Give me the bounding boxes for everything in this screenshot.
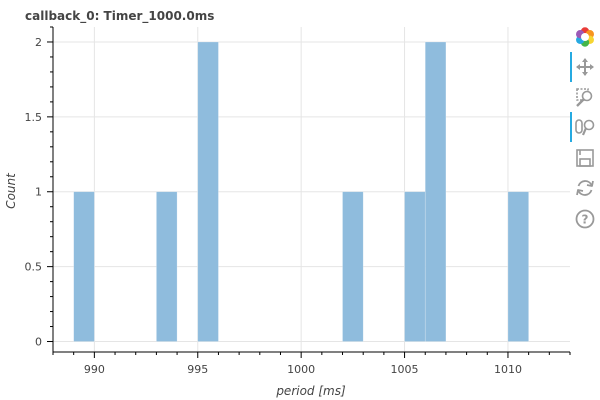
x-tick-label: 1000 [287, 363, 315, 376]
help-icon[interactable]: ? [575, 209, 595, 229]
bars-layer [73, 41, 529, 342]
y-tick-label: 2 [35, 36, 42, 49]
wheel-zoom-active-indicator [570, 112, 572, 142]
wheel-zoom-icon[interactable] [575, 119, 595, 136]
histogram-bar [197, 41, 219, 342]
y-ticks-layer: 0 0.5 1 1.5 2 [25, 26, 53, 349]
histogram-bar [342, 191, 364, 342]
x-tick-label: 990 [84, 363, 105, 376]
x-axis-label: period [ms] [275, 384, 346, 398]
histogram-bar [424, 41, 447, 342]
save-icon[interactable] [576, 149, 594, 167]
y-tick-label: 0.5 [25, 261, 43, 274]
histogram-bar [73, 191, 95, 342]
svg-text:?: ? [582, 213, 589, 227]
x-tick-label: 1010 [494, 363, 522, 376]
y-tick-label: 1.5 [25, 111, 43, 124]
reset-icon[interactable] [576, 180, 594, 196]
toolbar: ? [570, 27, 595, 229]
pan-icon[interactable] [576, 58, 594, 76]
box-zoom-icon[interactable] [576, 88, 593, 107]
x-tick-label: 1005 [391, 363, 419, 376]
y-tick-label: 0 [35, 336, 42, 349]
histogram-bar [507, 191, 529, 342]
grid-layer [53, 27, 570, 352]
x-tick-label: 995 [187, 363, 208, 376]
pan-tool-active-indicator [570, 52, 572, 82]
chart-title: callback_0: Timer_1000.0ms [25, 9, 214, 24]
y-tick-label: 1 [35, 186, 42, 199]
bokeh-logo-icon[interactable] [576, 27, 594, 47]
axes-layer [52, 27, 570, 353]
histogram-bar [404, 191, 426, 342]
y-axis-label: Count [4, 172, 18, 209]
histogram-bar [156, 191, 178, 342]
x-ticks-layer: 990 995 1000 1005 1010 [52, 352, 571, 376]
